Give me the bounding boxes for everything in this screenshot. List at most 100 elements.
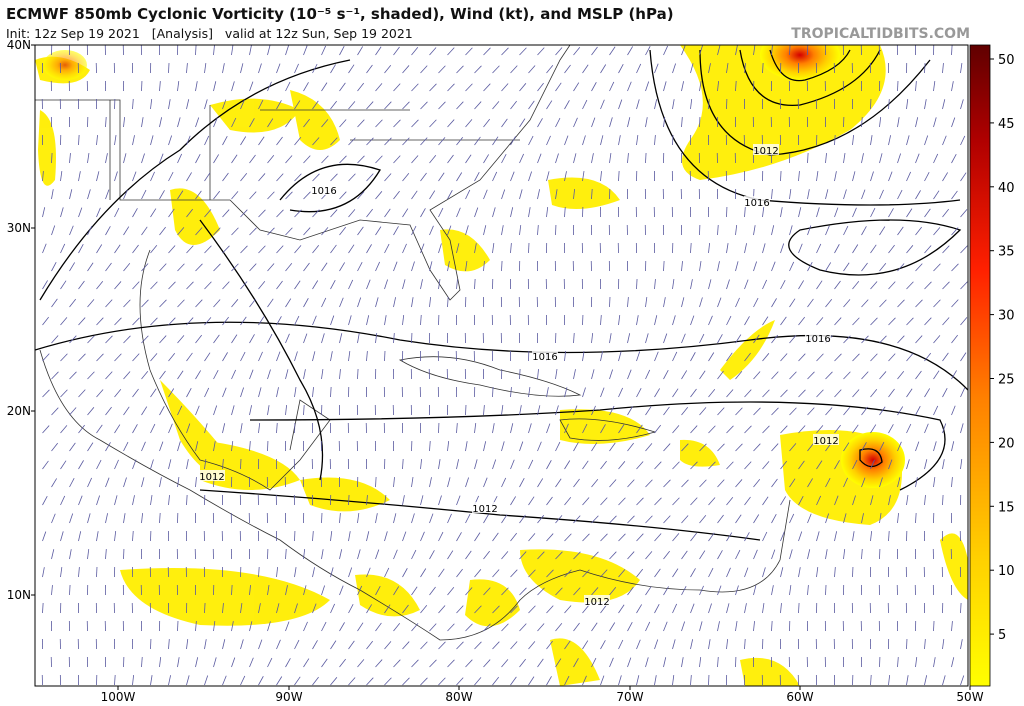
- wind-barb: [519, 189, 523, 200]
- wind-barb: [510, 387, 512, 398]
- longitude-label: 90W: [275, 690, 302, 704]
- wind-barb: [708, 497, 716, 506]
- coastlines: [35, 45, 791, 641]
- wind-barb: [951, 334, 958, 344]
- wind-barb: [519, 83, 527, 92]
- wind-barb: [780, 425, 788, 434]
- wind-barb: [339, 369, 341, 380]
- wind-barb: [474, 136, 481, 146]
- wind-barb: [411, 513, 415, 524]
- wind-barb: [78, 460, 84, 470]
- wind-barb: [42, 207, 46, 218]
- wind-barb: [852, 171, 856, 182]
- wind-barb: [960, 639, 963, 650]
- wind-barb: [267, 191, 275, 200]
- wind-barb: [420, 65, 428, 74]
- wind-barb: [492, 641, 500, 650]
- wind-barb: [222, 352, 228, 362]
- wind-barb: [870, 674, 872, 686]
- wind-barb: [312, 567, 315, 578]
- wind-barb: [690, 425, 698, 434]
- wind-barb: [519, 368, 521, 380]
- vorticity-max: [43, 50, 87, 80]
- wind-barb: [834, 567, 836, 578]
- wind-barb: [780, 243, 785, 254]
- wind-barb: [303, 404, 305, 416]
- colorbar-label: 30: [998, 309, 1015, 324]
- wind-barb: [735, 514, 742, 524]
- wind-barb: [582, 604, 590, 614]
- wind-barb: [663, 81, 667, 92]
- wind-barb: [717, 514, 724, 524]
- wind-barb: [393, 190, 400, 200]
- wind-barb: [132, 353, 140, 362]
- wind-barb: [123, 262, 131, 272]
- wind-barb: [618, 387, 624, 398]
- wind-barb: [735, 80, 737, 92]
- wind-barb: [312, 531, 314, 542]
- wind-barb: [618, 569, 626, 578]
- wind-barb: [186, 388, 192, 398]
- wind-barb: [303, 155, 311, 164]
- wind-barb: [546, 65, 554, 74]
- wind-barb: [672, 568, 679, 578]
- wind-barb: [204, 459, 207, 470]
- wind-barb: [366, 640, 374, 650]
- wind-barb: [843, 477, 848, 488]
- wind-barb: [78, 244, 84, 254]
- wind-barb: [168, 495, 170, 506]
- wind-barb: [510, 569, 518, 578]
- wind-barb: [69, 225, 74, 236]
- wind-barb: [96, 171, 100, 182]
- wind-barb: [186, 675, 190, 686]
- wind-barb: [528, 171, 533, 182]
- wind-barb: [168, 281, 176, 290]
- wind-barb: [735, 371, 743, 380]
- wind-barb: [492, 101, 500, 110]
- wind-barb: [645, 333, 649, 344]
- wind-barb: [933, 620, 935, 632]
- wind-barb: [447, 550, 454, 560]
- wind-barb: [582, 423, 588, 434]
- wind-barb: [285, 298, 292, 308]
- wind-barb: [78, 424, 85, 434]
- wind-barb: [798, 316, 806, 326]
- wind-barb: [429, 47, 437, 56]
- wind-barb: [879, 226, 886, 236]
- wind-barb: [420, 279, 423, 290]
- wind-barb: [483, 261, 485, 272]
- wind-barb: [528, 65, 536, 74]
- wind-barb: [753, 334, 760, 344]
- wind-barb: [708, 279, 712, 290]
- wind-barb: [276, 351, 281, 362]
- wind-barb: [195, 45, 197, 56]
- wind-barb: [510, 100, 517, 110]
- wind-barb: [501, 225, 504, 236]
- wind-barb: [726, 532, 733, 542]
- wind-barb: [420, 314, 422, 326]
- wind-barb: [447, 47, 455, 56]
- wind-barb: [663, 333, 668, 344]
- wind-barb: [330, 386, 332, 398]
- wind-barb: [753, 585, 757, 596]
- wind-barb: [897, 189, 903, 200]
- wind-barb: [546, 423, 551, 434]
- wind-barb: [771, 514, 777, 524]
- wind-barb: [600, 424, 606, 434]
- wind-barb: [447, 154, 454, 164]
- wind-barb: [177, 81, 180, 92]
- wind-barb: [672, 497, 680, 506]
- wind-barb: [852, 459, 858, 470]
- wind-barb: [717, 81, 720, 92]
- wind-barb: [852, 353, 860, 362]
- wind-barb: [276, 136, 283, 146]
- wind-barb: [780, 170, 782, 182]
- wind-barb: [960, 245, 968, 254]
- wind-barb: [321, 45, 327, 56]
- wind-barb: [879, 406, 886, 416]
- wind-barb: [312, 387, 314, 398]
- wind-barb: [798, 353, 806, 362]
- wind-barb: [321, 549, 324, 560]
- wind-barb: [816, 389, 824, 398]
- wind-barb: [690, 603, 695, 614]
